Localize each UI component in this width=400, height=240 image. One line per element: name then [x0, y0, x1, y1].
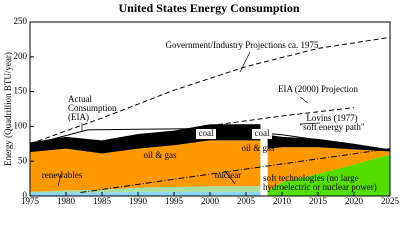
chart: United States Energy Consumption Energy …: [3, 1, 400, 206]
y-tick-label: 50: [18, 155, 28, 165]
annotation: "soft energy path": [299, 122, 364, 132]
x-tick-label: 1985: [93, 196, 112, 206]
series-label: renewables: [42, 170, 83, 180]
line: [29, 36, 391, 145]
pointer: [299, 96, 309, 104]
area: [30, 186, 261, 193]
line: [37, 127, 391, 151]
y-tick-label: 200: [14, 51, 28, 61]
annotation: soft technologies (no large: [263, 173, 359, 183]
pointer: [239, 51, 251, 73]
line: [209, 107, 355, 127]
series-label: coal: [255, 128, 270, 138]
annotation: (EIA): [68, 112, 89, 122]
x-tick-label: 1975: [21, 196, 40, 206]
area: [30, 191, 261, 196]
annotation: Government/Industry Projections ca. 1975: [166, 40, 319, 50]
label-box: [196, 129, 216, 139]
chart-title: United States Energy Consumption: [118, 1, 299, 15]
x-tick-label: 1990: [129, 196, 148, 206]
x-tick-label: 2020: [345, 196, 364, 206]
annotation: hydroelectric or nuclear power): [263, 182, 377, 192]
area: [267, 147, 390, 191]
y-tick-label: 100: [14, 120, 28, 130]
pointer: [57, 170, 63, 187]
x-tick-label: 2010: [273, 196, 292, 206]
y-axis-label: Energy (Quadrillion BTU/year): [3, 52, 13, 166]
x-tick-label: 1980: [57, 196, 76, 206]
pointer: [224, 170, 236, 185]
x-tick-label: 2015: [309, 196, 328, 206]
pointer: [299, 122, 321, 125]
series-label: oil & gas: [144, 150, 177, 160]
line: [80, 148, 391, 194]
area: [30, 140, 261, 192]
annotation: Consumption: [68, 103, 117, 113]
x-tick-label: 1995: [165, 196, 184, 206]
series-label: coal: [199, 128, 214, 138]
x-tick-label: 2025: [381, 196, 400, 206]
annotation: Actual: [68, 94, 92, 104]
x-tick-label: 2005: [237, 196, 256, 206]
y-tick-label: 150: [14, 86, 28, 96]
y-tick-label: 0: [23, 190, 28, 200]
area: [267, 134, 390, 152]
annotation: Lovins (1977): [306, 113, 357, 123]
y-tick-label: 250: [14, 16, 28, 26]
x-tick-label: 2000: [201, 196, 220, 206]
area: [267, 154, 390, 196]
series-label: oil & gas: [242, 143, 275, 153]
annotation: EIA (2000) Projection: [278, 84, 358, 94]
label-box: [252, 129, 272, 139]
